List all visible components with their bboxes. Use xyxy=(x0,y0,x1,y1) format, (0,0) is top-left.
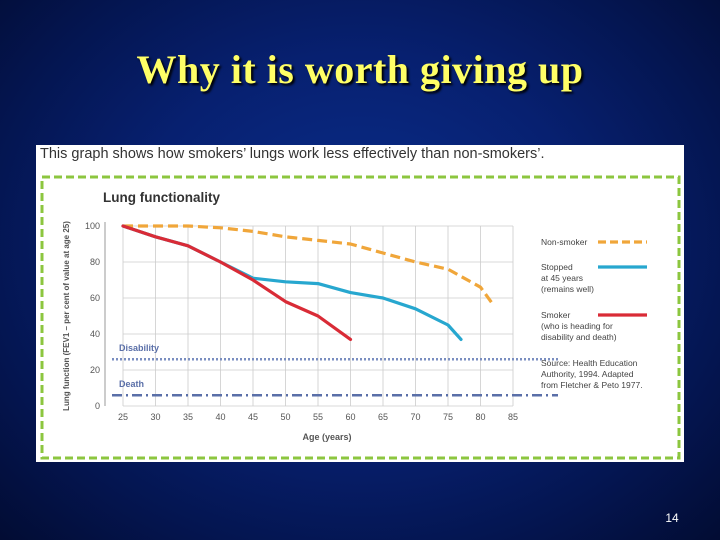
series-line-2 xyxy=(121,224,353,341)
x-tick-label-75: 75 xyxy=(443,412,453,422)
y-tick-label-100: 100 xyxy=(85,221,100,231)
x-tick-label-30: 30 xyxy=(150,412,160,422)
legend-label-2-2: disability and death) xyxy=(541,332,617,342)
legend-label-1-1: at 45 years xyxy=(541,273,583,283)
y-tick-label-80: 80 xyxy=(90,257,100,267)
grid-layer xyxy=(104,222,514,407)
legend-label-1-2: (remains well) xyxy=(541,284,594,294)
legend-label-0-0: Non-smoker xyxy=(541,237,587,247)
y-axis-label: Lung function (FEV1 – per cent of value … xyxy=(62,221,71,411)
x-tick-label-80: 80 xyxy=(475,412,485,422)
source-line-0: Source: Health Education xyxy=(541,358,638,368)
threshold-label-death: Death xyxy=(119,379,144,389)
threshold-label-disability: Disability xyxy=(119,343,159,353)
x-tick-label-25: 25 xyxy=(118,412,128,422)
x-tick-label-70: 70 xyxy=(410,412,420,422)
threshold-layer: Disability Death xyxy=(112,343,558,397)
legend-label-2-1: (who is heading for xyxy=(541,321,613,331)
series-layer xyxy=(121,224,495,341)
x-axis-label: Age (years) xyxy=(302,432,351,442)
y-tick-label-40: 40 xyxy=(90,329,100,339)
chart-caption: This graph shows how smokers’ lungs work… xyxy=(40,146,545,162)
chart-svg: Lung functionality Disability Death 25 30 3… xyxy=(40,175,681,460)
y-tick-label-0: 0 xyxy=(95,401,100,411)
legend-label-1-0: Stopped xyxy=(541,262,573,272)
x-tick-label-60: 60 xyxy=(345,412,355,422)
source-line-1: Authority, 1994. Adapted xyxy=(541,369,634,379)
source-line-2: from Fletcher & Peto 1977. xyxy=(541,380,643,390)
page-number: 14 xyxy=(665,511,679,525)
chart-panel: Lung functionality Disability Death 25 30 3… xyxy=(36,145,684,462)
x-tick-label-50: 50 xyxy=(280,412,290,422)
x-tick-label-45: 45 xyxy=(248,412,258,422)
x-tick-label-35: 35 xyxy=(183,412,193,422)
slide-title: Why it is worth giving up xyxy=(136,47,584,92)
chart-title: Lung functionality xyxy=(103,190,220,205)
x-tick-label-40: 40 xyxy=(215,412,225,422)
y-tick-label-20: 20 xyxy=(90,365,100,375)
x-tick-label-65: 65 xyxy=(378,412,388,422)
series-line-0 xyxy=(123,224,495,307)
y-tick-label-60: 60 xyxy=(90,293,100,303)
tick-layer: 25 30 35 40 45 50 55 60 65 70 75 80 85 0 20 40 60 80 100 xyxy=(85,221,518,422)
legend-label-2-0: Smoker xyxy=(541,310,570,320)
x-tick-label-55: 55 xyxy=(313,412,323,422)
x-tick-label-85: 85 xyxy=(508,412,518,422)
chart-border xyxy=(40,175,681,460)
